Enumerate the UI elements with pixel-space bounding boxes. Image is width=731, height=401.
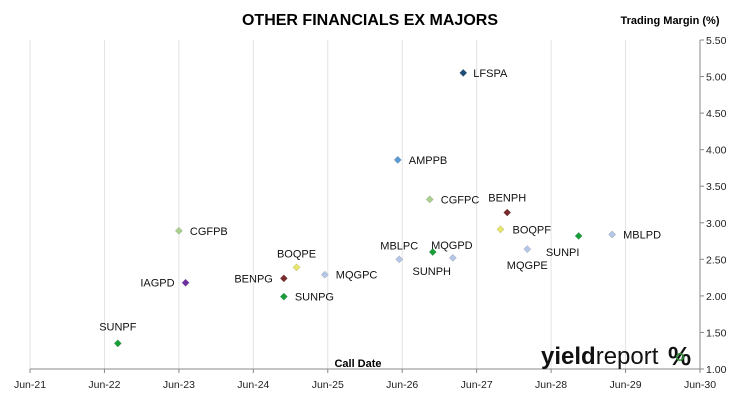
point-lfspa xyxy=(459,68,468,77)
point-label-lfspa: LFSPA xyxy=(473,68,508,80)
y-tick-label: 3.00 xyxy=(706,218,727,230)
logo-text: yieldreport xyxy=(541,343,659,370)
y-tick-label: 1.00 xyxy=(706,364,727,376)
point-sunpf xyxy=(113,339,122,348)
point-cgfpb xyxy=(174,226,183,235)
x-tick-label: Jun-28 xyxy=(535,379,567,391)
point-cgfpc xyxy=(425,195,434,204)
point-label-boqpe: BOQPE xyxy=(277,248,316,260)
logo-text-yield: yield xyxy=(541,343,596,370)
gridlines xyxy=(29,40,701,369)
y-axis-title: Trading Margin (%) xyxy=(621,15,720,27)
logo-ring-icon xyxy=(675,352,684,361)
point-label-cgfpc: CGFPC xyxy=(441,194,480,206)
point-mqgpc xyxy=(320,270,329,279)
point-sunph xyxy=(428,248,437,256)
point-label-benpg: BENPG xyxy=(234,273,273,285)
x-tick-label: Jun-21 xyxy=(14,379,46,391)
logo-text-report: report xyxy=(596,343,659,370)
point-boqpe xyxy=(292,263,301,272)
point-mblpc xyxy=(395,255,404,264)
point-label-sunpi: SUNPI xyxy=(546,247,580,259)
point-mblpd xyxy=(608,230,617,239)
point-benph xyxy=(503,208,512,217)
point-mqgpd xyxy=(448,253,457,262)
y-tick-label: 3.50 xyxy=(706,181,727,193)
y-tick-label: 1.50 xyxy=(706,327,727,339)
point-mqgpe xyxy=(523,245,532,254)
point-label-iagpd: IAGPD xyxy=(140,278,174,290)
point-sunpg xyxy=(279,292,288,301)
point-label-mqgpc: MQGPC xyxy=(336,270,378,282)
point-label-cgfpb: CGFPB xyxy=(190,226,228,238)
x-tick-label: Jun-22 xyxy=(88,379,120,391)
x-tick-label: Jun-24 xyxy=(237,379,269,391)
x-tick-label: Jun-30 xyxy=(684,379,716,391)
y-tick-labels: 1.00 1.50 2.00 2.50 3.00 3.50 4.00 4.50 5.00 5.50 xyxy=(700,35,727,376)
logo-percent-icon: % xyxy=(668,341,691,371)
point-boqpf xyxy=(496,225,505,234)
x-tick-label: Jun-26 xyxy=(386,379,418,391)
point-label-amppb: AMPPB xyxy=(409,155,448,167)
y-tick-label: 2.50 xyxy=(706,254,727,266)
point-label-mqgpd: MQGPD xyxy=(431,240,473,252)
point-iagpd xyxy=(181,278,190,287)
y-tick-label: 2.00 xyxy=(706,291,727,303)
yieldreport-logo: yieldreport % xyxy=(541,341,691,371)
x-tick-label: Jun-29 xyxy=(610,379,642,391)
point-label-sunpf: SUNPF xyxy=(99,321,137,333)
x-axis-title: Call Date xyxy=(334,358,381,370)
x-tick-label: Jun-25 xyxy=(312,379,344,391)
point-label-boqpf: BOQPF xyxy=(512,224,551,236)
point-label-mblpc: MBLPC xyxy=(380,240,418,252)
point-amppb xyxy=(393,155,402,164)
point-label-benph: BENPH xyxy=(488,193,526,205)
y-tick-label: 5.00 xyxy=(706,72,727,84)
point-label-mqgpe: MQGPE xyxy=(507,260,548,272)
y-tick-label: 5.50 xyxy=(706,35,727,47)
x-tick-label: Jun-27 xyxy=(461,379,493,391)
point-label-mblpd: MBLPD xyxy=(623,229,661,241)
y-tick-label: 4.00 xyxy=(706,145,727,157)
point-label-sunpg: SUNPG xyxy=(295,292,334,304)
point-sunpi xyxy=(574,231,583,240)
point-benpg xyxy=(279,274,288,283)
y-tick-label: 4.50 xyxy=(706,108,727,120)
data-points: LFSPA AMPPB CGFPC BENPH BOQPF SUNPI MBLPD CGFPB… xyxy=(99,68,661,348)
x-tick-labels: Jun-21 Jun-22 Jun-23 Jun-24 Jun-25 Jun-26 Jun-… xyxy=(14,369,716,391)
point-label-sunph: SUNPH xyxy=(412,266,451,278)
x-tick-label: Jun-23 xyxy=(163,379,195,391)
chart-title: OTHER FINANCIALS EX MAJORS xyxy=(242,12,498,29)
